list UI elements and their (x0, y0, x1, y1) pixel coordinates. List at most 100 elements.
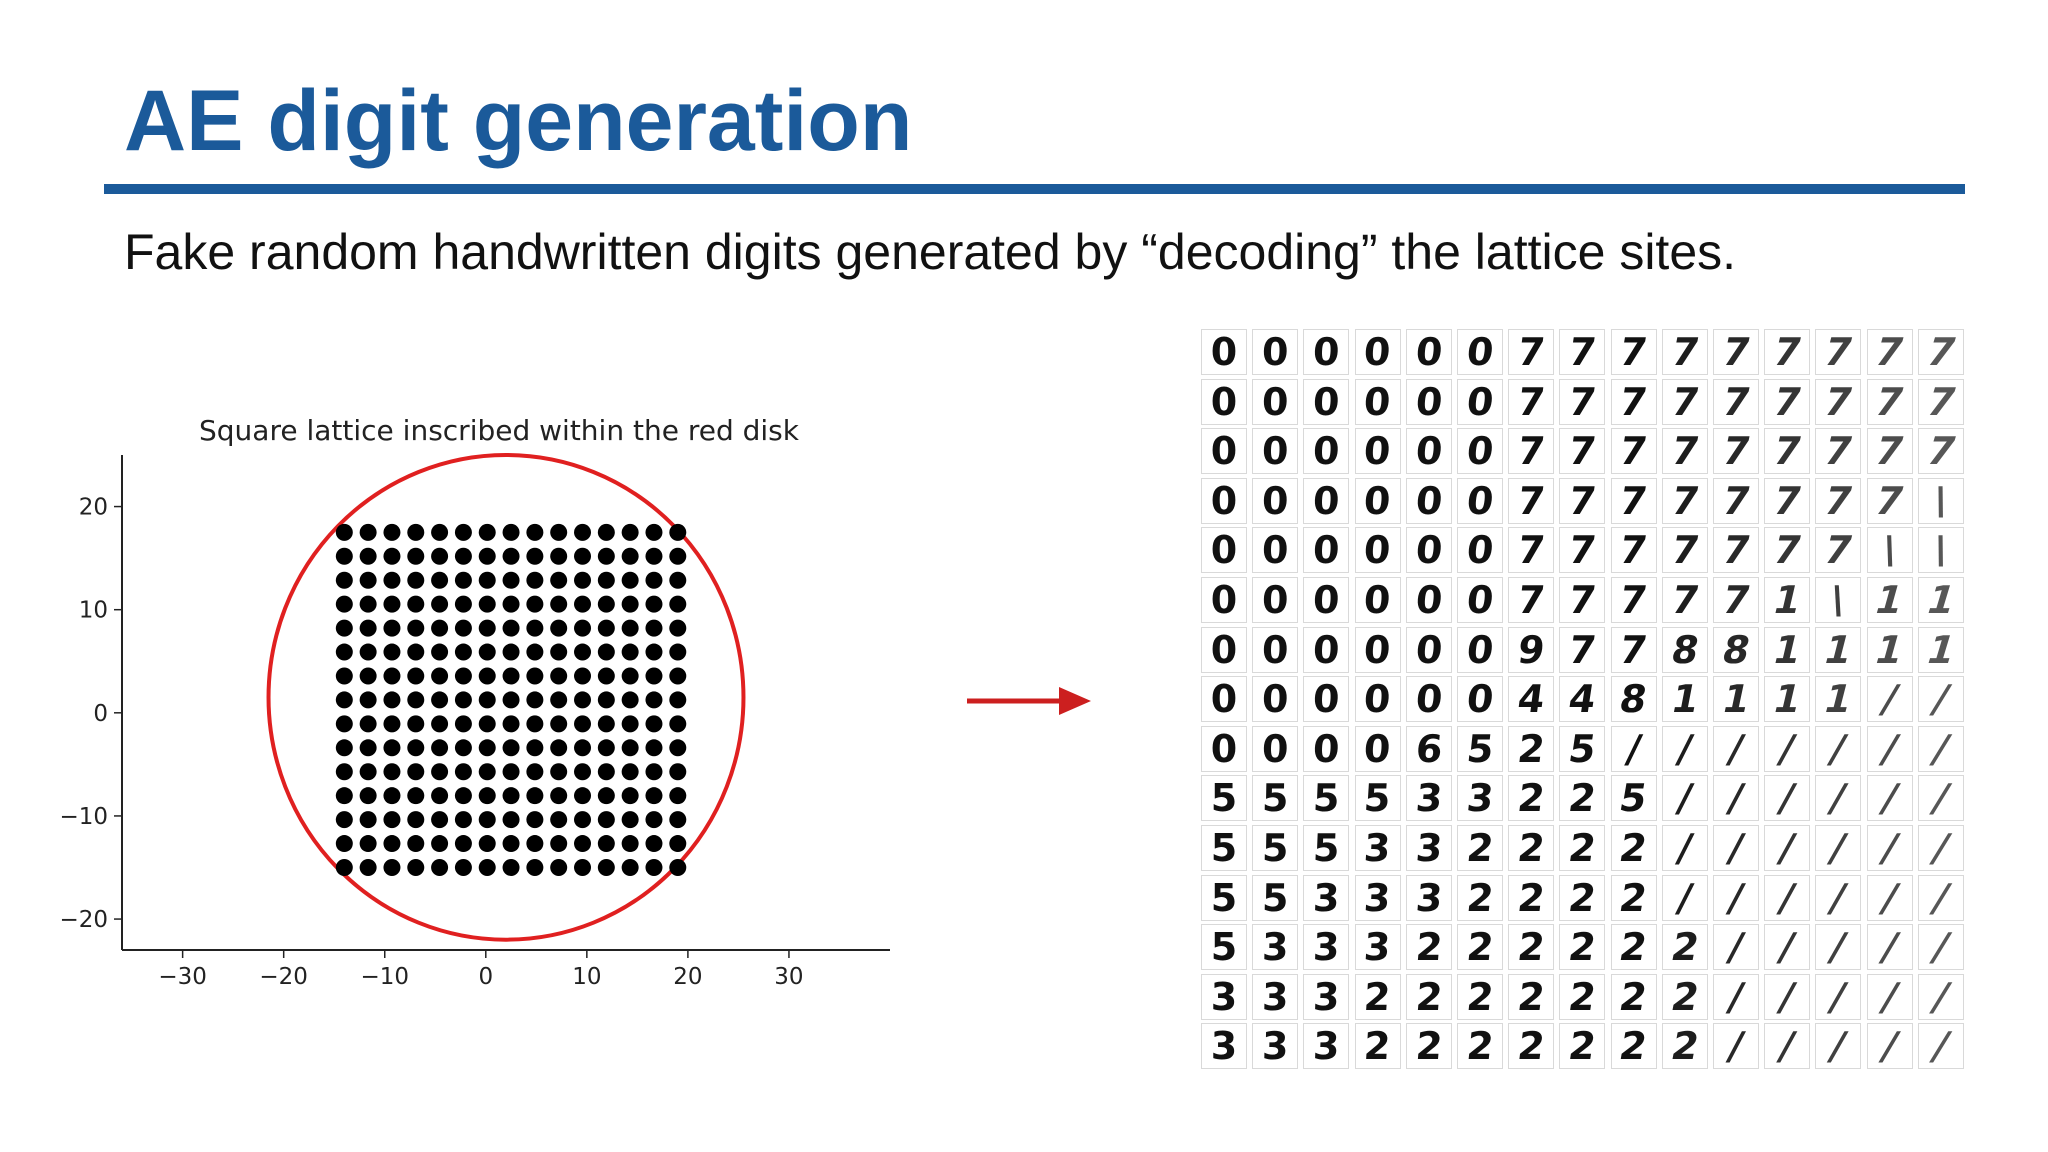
decoded-digit: 7 (1920, 379, 1961, 424)
digit-cell: 3 (1405, 825, 1452, 871)
lattice-point (669, 523, 687, 541)
decoded-digit: 7 (1819, 429, 1858, 474)
lattice-point (335, 787, 353, 805)
digit-cell: 2 (1457, 825, 1503, 871)
lattice-point (621, 595, 639, 613)
decoded-digit: \ (1876, 528, 1903, 573)
digit-cell: 1 (1713, 676, 1759, 723)
lattice-point (526, 523, 544, 541)
decoded-digit: / (1927, 875, 1955, 920)
lattice-point (454, 619, 472, 637)
lattice-point (407, 811, 425, 829)
lattice-point (502, 619, 520, 637)
y-tick-label: 10 (79, 598, 108, 624)
digit-cell: 5 (1559, 725, 1606, 772)
digit-cell: 0 (1405, 329, 1452, 375)
decoded-digit: 1 (1819, 677, 1858, 722)
digit-cell: 7 (1917, 329, 1964, 375)
digit-cell: \ (1917, 477, 1964, 524)
decoded-digit: 7 (1616, 627, 1651, 672)
decoded-digit: 5 (1565, 726, 1599, 771)
lattice-point (502, 811, 520, 829)
digit-cell: 7 (1917, 378, 1964, 425)
lattice-point (359, 523, 377, 541)
decoded-digit: 2 (1413, 974, 1444, 1019)
digit-cell: / (1815, 725, 1862, 772)
digit-cell: 2 (1661, 1023, 1708, 1070)
digit-cell: 3 (1405, 874, 1452, 921)
lattice-point (407, 859, 425, 876)
lattice-point (669, 787, 687, 805)
lattice-point (621, 763, 639, 781)
red-disk-circle (266, 453, 746, 942)
decoded-digit: 7 (1768, 379, 1806, 424)
decoded-digit: 3 (1464, 776, 1496, 821)
lattice-point (335, 523, 353, 541)
lattice-point (407, 715, 425, 733)
digit-cell: 0 (1303, 725, 1350, 772)
digit-cell: 0 (1303, 626, 1350, 673)
digit-cell: 3 (1354, 874, 1401, 921)
lattice-point (597, 595, 615, 613)
digit-cell: / (1764, 825, 1811, 871)
lattice-point (550, 667, 568, 685)
decoded-digit: / (1775, 925, 1800, 970)
lattice-point (669, 715, 687, 733)
lattice-point (454, 811, 472, 829)
digit-cell: / (1866, 973, 1913, 1020)
decoded-digit: / (1775, 776, 1800, 821)
digit-cell: 0 (1252, 477, 1299, 524)
decoded-digit: 7 (1616, 478, 1651, 523)
lattice-point (335, 739, 353, 757)
decoded-digit: 0 (1413, 379, 1444, 424)
decoded-digit: 0 (1464, 677, 1496, 722)
lattice-point (669, 595, 687, 613)
lattice-point (645, 571, 663, 589)
lattice-point (478, 571, 496, 589)
lattice-point (597, 571, 615, 589)
digit-cell: / (1917, 775, 1964, 822)
digit-cell: 1 (1917, 626, 1964, 673)
lattice-point (431, 619, 449, 637)
lattice-point (669, 619, 687, 637)
lattice-point (597, 859, 615, 876)
decoded-digit: / (1825, 974, 1851, 1019)
lattice-point (383, 643, 401, 661)
lattice-point (550, 811, 568, 829)
lattice-point (335, 547, 353, 565)
lattice-point (669, 691, 687, 709)
digit-cell: 2 (1661, 924, 1708, 971)
digit-cell: 7 (1610, 428, 1657, 475)
decoded-digit: 7 (1565, 627, 1599, 672)
digit-cell: / (1764, 973, 1811, 1020)
digit-cell: 7 (1610, 477, 1657, 524)
decoded-digit: / (1673, 776, 1696, 821)
decoded-digit: 2 (1667, 1024, 1703, 1069)
decoded-digit: 2 (1616, 974, 1651, 1019)
decoded-digit: 7 (1667, 379, 1703, 424)
digit-cell: 3 (1201, 973, 1247, 1020)
title-underline (104, 184, 1965, 194)
decoded-digit: 0 (1413, 578, 1444, 622)
digit-cell: 7 (1866, 378, 1913, 425)
lattice-point (454, 643, 472, 661)
lattice-point (383, 787, 401, 805)
digit-cell: 7 (1610, 626, 1657, 673)
lattice-point (597, 811, 615, 829)
digit-cell: / (1917, 825, 1964, 871)
digit-cell: 0 (1303, 477, 1350, 524)
lattice-point (335, 811, 353, 829)
decoded-digit: 7 (1667, 528, 1703, 573)
digit-cell: 3 (1252, 1023, 1299, 1070)
decoded-digit: 1 (1768, 627, 1806, 672)
digit-cell: 0 (1457, 626, 1503, 673)
decoded-digit: 1 (1920, 627, 1961, 672)
decoded-digit: 3 (1362, 826, 1393, 870)
decoded-digit: / (1724, 1024, 1748, 1069)
lattice-scatter-plot: Square lattice inscribed within the red … (59, 414, 890, 990)
lattice-point (550, 595, 568, 613)
digit-cell: 7 (1661, 329, 1708, 375)
lattice-point (407, 763, 425, 781)
decoded-digit: 7 (1616, 330, 1651, 374)
lattice-point (431, 595, 449, 613)
